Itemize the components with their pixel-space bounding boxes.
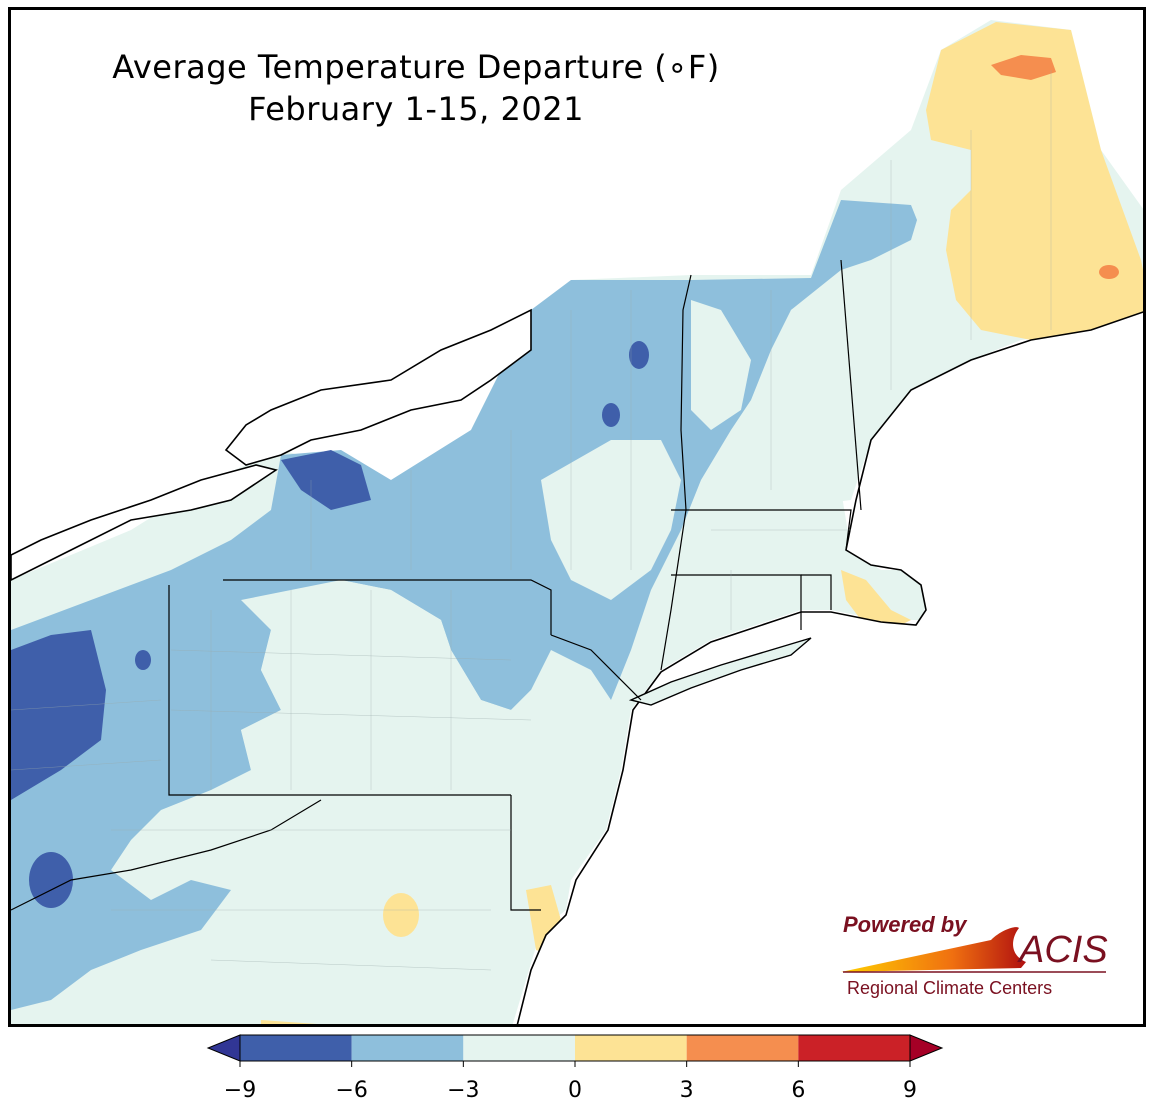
atlantic-ocean — [516, 311, 1143, 1024]
colorbar-bin — [575, 1035, 687, 1061]
very-cold-ohio — [11, 630, 106, 800]
pa-mild — [241, 580, 531, 800]
chesapeake-warm — [383, 893, 419, 937]
colorbar-bin — [798, 1035, 910, 1061]
very-cold-wv — [29, 852, 73, 908]
very-cold-spot2 — [602, 403, 620, 427]
cape-warm — [841, 570, 911, 630]
pa-mild-2 — [541, 440, 681, 600]
vt-mild — [691, 300, 751, 430]
colorbar-over-arrow — [909, 1034, 944, 1062]
map-title: Average Temperature Departure (∘F) — [112, 48, 720, 86]
colorbar-tick-label: −9 — [223, 1078, 257, 1103]
colorbar-tick-label: 9 — [903, 1078, 917, 1103]
colorbar-tick-label: 6 — [791, 1078, 806, 1103]
map-subtitle: February 1-15, 2021 — [248, 90, 584, 128]
south-va-warm — [261, 1020, 317, 1024]
maine-warmer-2 — [1099, 265, 1119, 279]
colorbar-bin — [463, 1035, 575, 1061]
lake-ontario — [224, 308, 532, 466]
colorbar-bin — [686, 1035, 799, 1061]
rcc-label: Regional Climate Centers — [847, 978, 1052, 998]
very-cold-ny — [281, 450, 371, 510]
colorbar-tick-label: 3 — [679, 1078, 694, 1103]
long-island — [628, 637, 812, 706]
colorbar-tick-label: −6 — [335, 1078, 368, 1103]
colorbar-under-arrow — [206, 1034, 241, 1062]
colorbar-tick-label: −3 — [447, 1078, 480, 1103]
nh-me-mild — [751, 140, 1011, 510]
colorbar-tick-label: 0 — [568, 1078, 582, 1103]
maine-warmer — [991, 55, 1056, 80]
county-lines — [11, 70, 1052, 971]
lake-erie — [11, 464, 278, 581]
map-frame: Average Temperature Departure (∘F) Febru… — [8, 7, 1146, 1027]
temperature-map — [11, 20, 1143, 1024]
powered-by-label: Powered by — [843, 912, 968, 937]
colorbar — [206, 1034, 944, 1067]
very-cold-spot1 — [629, 341, 649, 369]
state-borders — [11, 259, 862, 911]
colorbar-bin — [240, 1035, 352, 1061]
swoosh-icon — [841, 927, 1026, 972]
colorbar-bin — [351, 1035, 464, 1061]
maine-warm — [926, 22, 1143, 340]
acis-logo: Powered by ACIS Regional Climate Centers — [841, 912, 1108, 998]
very-cold-spot3 — [135, 650, 151, 670]
acis-label: ACIS — [1017, 929, 1108, 971]
